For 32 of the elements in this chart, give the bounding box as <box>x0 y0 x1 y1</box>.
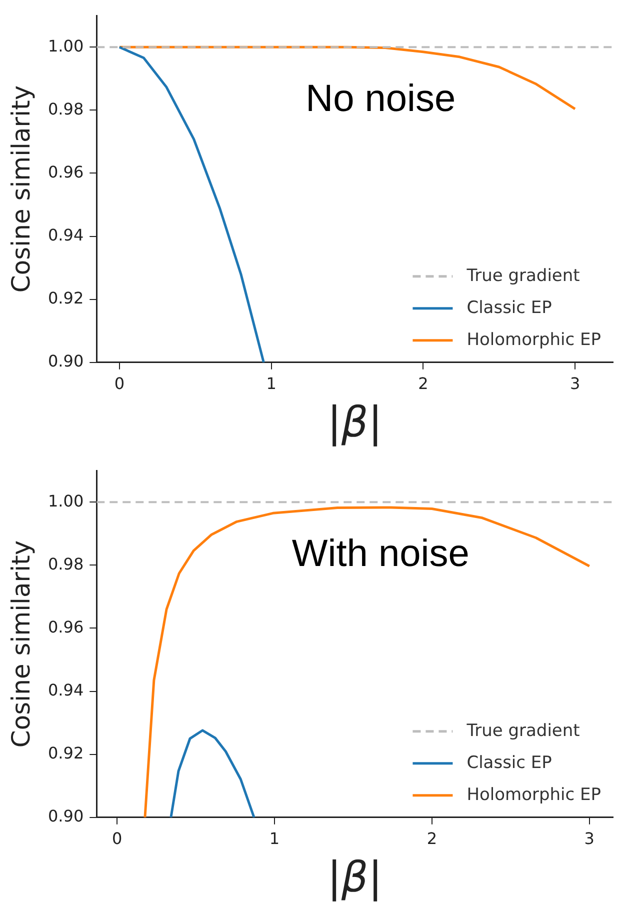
annotation: With noise <box>292 533 470 576</box>
annotation: No noise <box>306 78 456 120</box>
legend-label: Classic EP <box>466 752 552 773</box>
y-tick-label: 0.92 <box>48 744 84 762</box>
y-tick-label: 0.98 <box>48 99 84 118</box>
legend-label: True gradient <box>466 266 580 286</box>
y-axis-title: Cosine similarity <box>6 85 36 293</box>
y-tick-label: 0.96 <box>48 617 84 636</box>
y-tick-label: 0.98 <box>48 554 84 574</box>
y-tick-label: 0.92 <box>48 288 84 308</box>
legend-label: True gradient <box>466 720 580 741</box>
y-tick-label: 1.00 <box>48 491 84 510</box>
y-axis-title: Cosine similarity <box>6 540 36 748</box>
y-tick-label: 0.90 <box>48 806 84 826</box>
x-axis-title: |β| <box>327 398 382 447</box>
y-tick-label: 1.00 <box>48 36 84 56</box>
legend-label: Holomorphic EP <box>466 330 602 350</box>
x-tick-label: 2 <box>418 374 428 394</box>
y-tick-label: 0.96 <box>48 162 84 182</box>
x-tick-label: 1 <box>269 829 280 848</box>
x-tick-label: 0 <box>112 829 122 848</box>
x-axis-title: |β| <box>327 852 382 902</box>
y-tick-label: 0.90 <box>48 352 84 371</box>
x-tick-label: 3 <box>570 374 580 394</box>
x-tick-label: 2 <box>426 829 438 848</box>
legend-label: Classic EP <box>466 298 552 318</box>
y-tick-label: 0.94 <box>48 680 84 700</box>
y-tick-label: 0.94 <box>48 225 84 244</box>
legend-label: Holomorphic EP <box>466 784 602 805</box>
x-tick-label: 1 <box>266 374 276 394</box>
x-tick-label: 3 <box>584 829 594 848</box>
x-tick-label: 0 <box>114 374 124 394</box>
